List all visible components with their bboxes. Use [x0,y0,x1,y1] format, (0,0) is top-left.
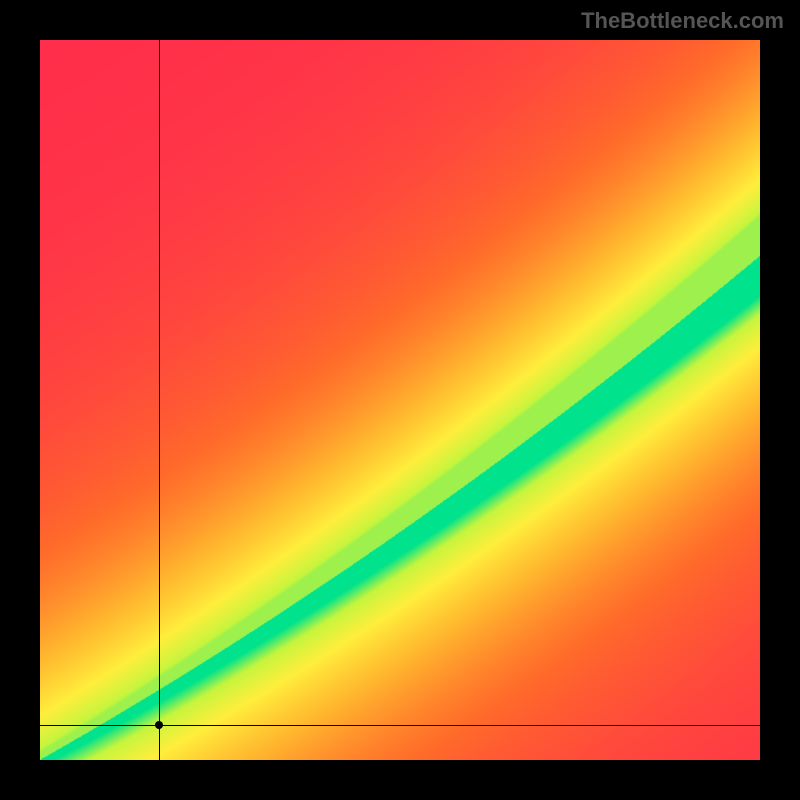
watermark-text: TheBottleneck.com [581,8,784,34]
heatmap-canvas [40,40,760,760]
crosshair-marker [155,721,163,729]
chart-area [40,40,760,760]
crosshair-vertical [159,40,160,760]
root: TheBottleneck.com [0,0,800,800]
crosshair-horizontal [40,725,760,726]
